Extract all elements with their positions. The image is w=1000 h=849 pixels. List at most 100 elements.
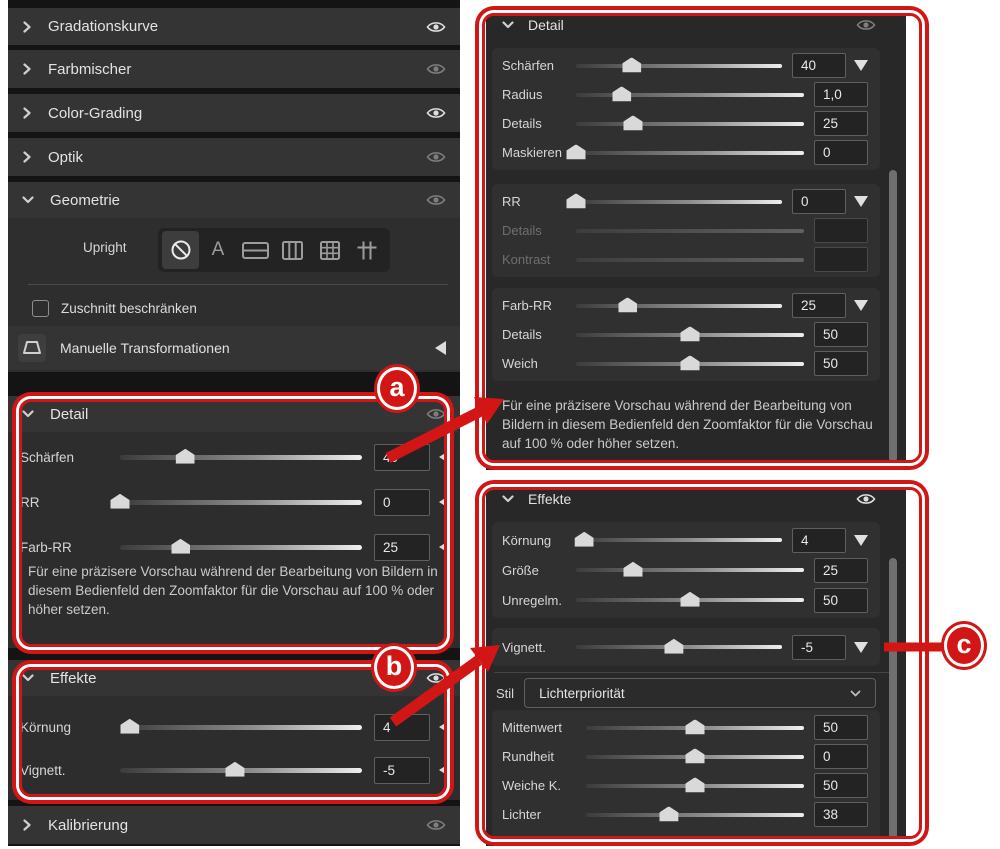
visibility-eye-icon[interactable] [426, 193, 446, 207]
slider-track[interactable] [576, 561, 804, 577]
manual-transform-row[interactable]: Manuelle Transformationen [8, 326, 460, 370]
scrollbar[interactable] [889, 558, 897, 842]
slider-value-field[interactable]: 1,0 [814, 82, 868, 107]
collapse-triangle-icon[interactable] [439, 720, 450, 734]
expand-triangle-icon[interactable] [854, 534, 868, 546]
slider-thumb[interactable] [685, 748, 705, 764]
slider-value-field[interactable]: 25 [792, 293, 846, 318]
visibility-eye-icon[interactable] [426, 818, 446, 832]
slider-track[interactable] [576, 57, 782, 73]
slider-track[interactable] [576, 326, 804, 342]
slider-value-field[interactable]: 40 [374, 443, 430, 471]
slider-value-field[interactable]: 50 [814, 773, 868, 798]
slider-value-field[interactable]: 50 [814, 587, 868, 613]
section-header-gradationskurve[interactable]: Gradationskurve [8, 8, 460, 45]
slider-track[interactable] [574, 531, 782, 547]
slider-thumb[interactable] [225, 761, 245, 777]
slider-thumb[interactable] [685, 777, 705, 793]
slider-track[interactable] [566, 144, 804, 160]
collapse-triangle-icon[interactable] [435, 341, 446, 355]
slider-track[interactable] [586, 777, 804, 793]
upright-vertical-button[interactable] [274, 231, 311, 269]
slider-value-field[interactable]: 50 [814, 322, 868, 347]
slider-track[interactable] [576, 297, 782, 313]
visibility-eye-icon[interactable] [426, 671, 446, 685]
upright-guided-button[interactable] [349, 231, 386, 269]
expand-triangle-icon[interactable] [854, 196, 868, 207]
slider-track[interactable] [120, 761, 362, 777]
upright-auto-button[interactable] [199, 231, 236, 269]
expand-triangle-icon[interactable] [854, 641, 868, 653]
slider-thumb[interactable] [623, 561, 643, 577]
slider-track[interactable] [110, 493, 362, 509]
slider-value-field[interactable]: 0 [814, 744, 868, 769]
slider-track[interactable] [576, 355, 804, 371]
slider-thumb[interactable] [175, 448, 195, 464]
slider-track[interactable] [586, 719, 804, 735]
slider-value-field[interactable]: 0 [374, 488, 430, 516]
collapse-triangle-icon[interactable] [439, 540, 450, 554]
visibility-eye-icon[interactable] [856, 18, 876, 32]
collapse-triangle-icon[interactable] [439, 450, 450, 464]
upright-level-button[interactable] [237, 231, 274, 269]
slider-thumb[interactable] [680, 326, 700, 342]
expand-triangle-icon[interactable] [854, 300, 868, 311]
section-header-optik[interactable]: Optik [8, 138, 460, 176]
visibility-eye-icon[interactable] [426, 106, 446, 120]
slider-track[interactable] [576, 115, 804, 131]
slider-value-field[interactable]: 50 [814, 351, 868, 376]
slider-thumb[interactable] [566, 193, 586, 209]
slider-value-field[interactable]: 50 [814, 715, 868, 740]
slider-track[interactable] [586, 748, 804, 764]
slider-value-field[interactable]: -5 [792, 634, 846, 660]
slider-value-field[interactable]: 25 [374, 533, 430, 561]
crop-constrain-checkbox[interactable] [32, 300, 49, 317]
slider-track[interactable] [576, 86, 804, 102]
slider-thumb[interactable] [110, 493, 130, 509]
slider-value-field[interactable]: -5 [374, 756, 430, 784]
visibility-eye-icon[interactable] [426, 150, 446, 164]
vignette-style-select[interactable]: Lichterpriorität [524, 678, 876, 708]
detail-panel-header[interactable]: Detail [486, 8, 906, 42]
slider-thumb[interactable] [618, 297, 637, 313]
section-header-farbmischer[interactable]: Farbmischer [8, 50, 460, 88]
slider-thumb[interactable] [171, 538, 190, 554]
upright-full-grid-button[interactable] [311, 231, 348, 269]
slider-value-field[interactable]: 38 [814, 802, 868, 827]
slider-thumb[interactable] [685, 719, 705, 735]
visibility-eye-icon[interactable] [856, 492, 876, 506]
slider-track[interactable] [120, 538, 362, 554]
slider-value-field[interactable]: 4 [792, 527, 846, 553]
slider-thumb[interactable] [612, 86, 632, 102]
slider-thumb[interactable] [623, 115, 643, 131]
slider-track[interactable] [120, 718, 362, 734]
slider-thumb[interactable] [622, 57, 642, 73]
slider-track[interactable] [586, 806, 804, 822]
visibility-eye-icon[interactable] [426, 407, 446, 421]
slider-track[interactable] [566, 193, 782, 209]
slider-thumb[interactable] [680, 591, 700, 607]
slider-thumb[interactable] [566, 144, 586, 160]
section-header-color-grading[interactable]: Color-Grading [8, 94, 460, 132]
slider-thumb[interactable] [659, 806, 679, 822]
collapse-triangle-icon[interactable] [439, 763, 450, 777]
scrollbar[interactable] [889, 170, 897, 462]
collapse-triangle-icon[interactable] [439, 495, 450, 509]
upright-off-button[interactable] [162, 231, 200, 269]
slider-value-field[interactable]: 25 [814, 111, 868, 136]
slider-value-field[interactable]: 25 [814, 557, 868, 583]
slider-track[interactable] [120, 448, 362, 464]
visibility-eye-icon[interactable] [426, 20, 446, 34]
slider-thumb[interactable] [664, 638, 684, 654]
slider-value-field[interactable]: 40 [792, 53, 846, 78]
visibility-eye-icon[interactable] [426, 62, 446, 76]
expand-triangle-icon[interactable] [854, 60, 868, 71]
section-header-geometrie[interactable]: Geometrie [8, 182, 460, 218]
slider-track[interactable] [576, 638, 782, 654]
slider-track[interactable] [576, 591, 804, 607]
slider-thumb[interactable] [680, 355, 700, 371]
slider-thumb[interactable] [120, 718, 140, 734]
section-header-kalibrierung[interactable]: Kalibrierung [8, 806, 460, 844]
slider-value-field[interactable]: 0 [814, 140, 868, 165]
slider-value-field[interactable]: 0 [792, 189, 846, 214]
